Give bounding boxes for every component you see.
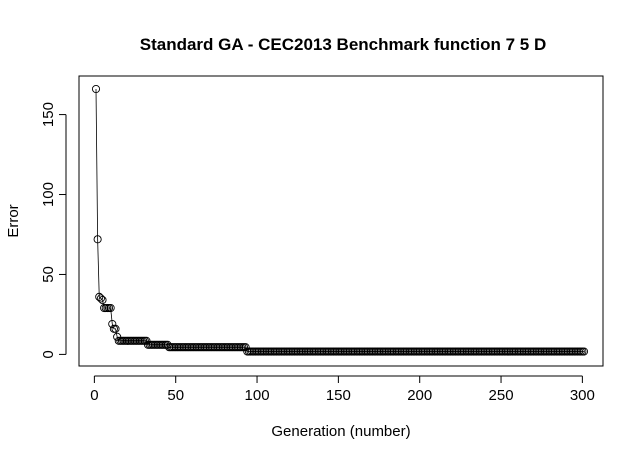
y-tick-label: 150: [40, 102, 57, 127]
y-tick-label: 0: [40, 350, 57, 358]
y-tick-label: 100: [40, 182, 57, 207]
data-point: [579, 347, 589, 356]
data-point: [93, 235, 102, 244]
x-tick-label: 0: [90, 387, 98, 404]
x-tick-label: 150: [326, 387, 351, 404]
data-point: [96, 294, 105, 303]
data-point: [106, 303, 115, 313]
error-series: [91, 84, 589, 356]
y-axis: 0 50 100 150: [40, 102, 67, 359]
y-axis-label: Error: [5, 204, 22, 237]
x-axis: 0 50 100 150 200 250 300: [90, 375, 595, 404]
series-line: [95, 88, 584, 352]
plot-frame: [78, 75, 604, 367]
chart-title: Standard GA - CEC2013 Benchmark function…: [140, 35, 547, 54]
x-tick-label: 250: [489, 387, 514, 404]
x-tick-label: 300: [570, 387, 595, 404]
x-tick-label: 200: [407, 387, 432, 404]
x-tick-label: 100: [245, 387, 270, 404]
x-tick-label: 50: [167, 387, 184, 404]
data-point: [111, 324, 120, 333]
x-axis-label: Generation (number): [271, 423, 410, 440]
data-point: [91, 84, 101, 94]
y-tick-label: 50: [40, 266, 57, 283]
data-point: [98, 295, 107, 305]
